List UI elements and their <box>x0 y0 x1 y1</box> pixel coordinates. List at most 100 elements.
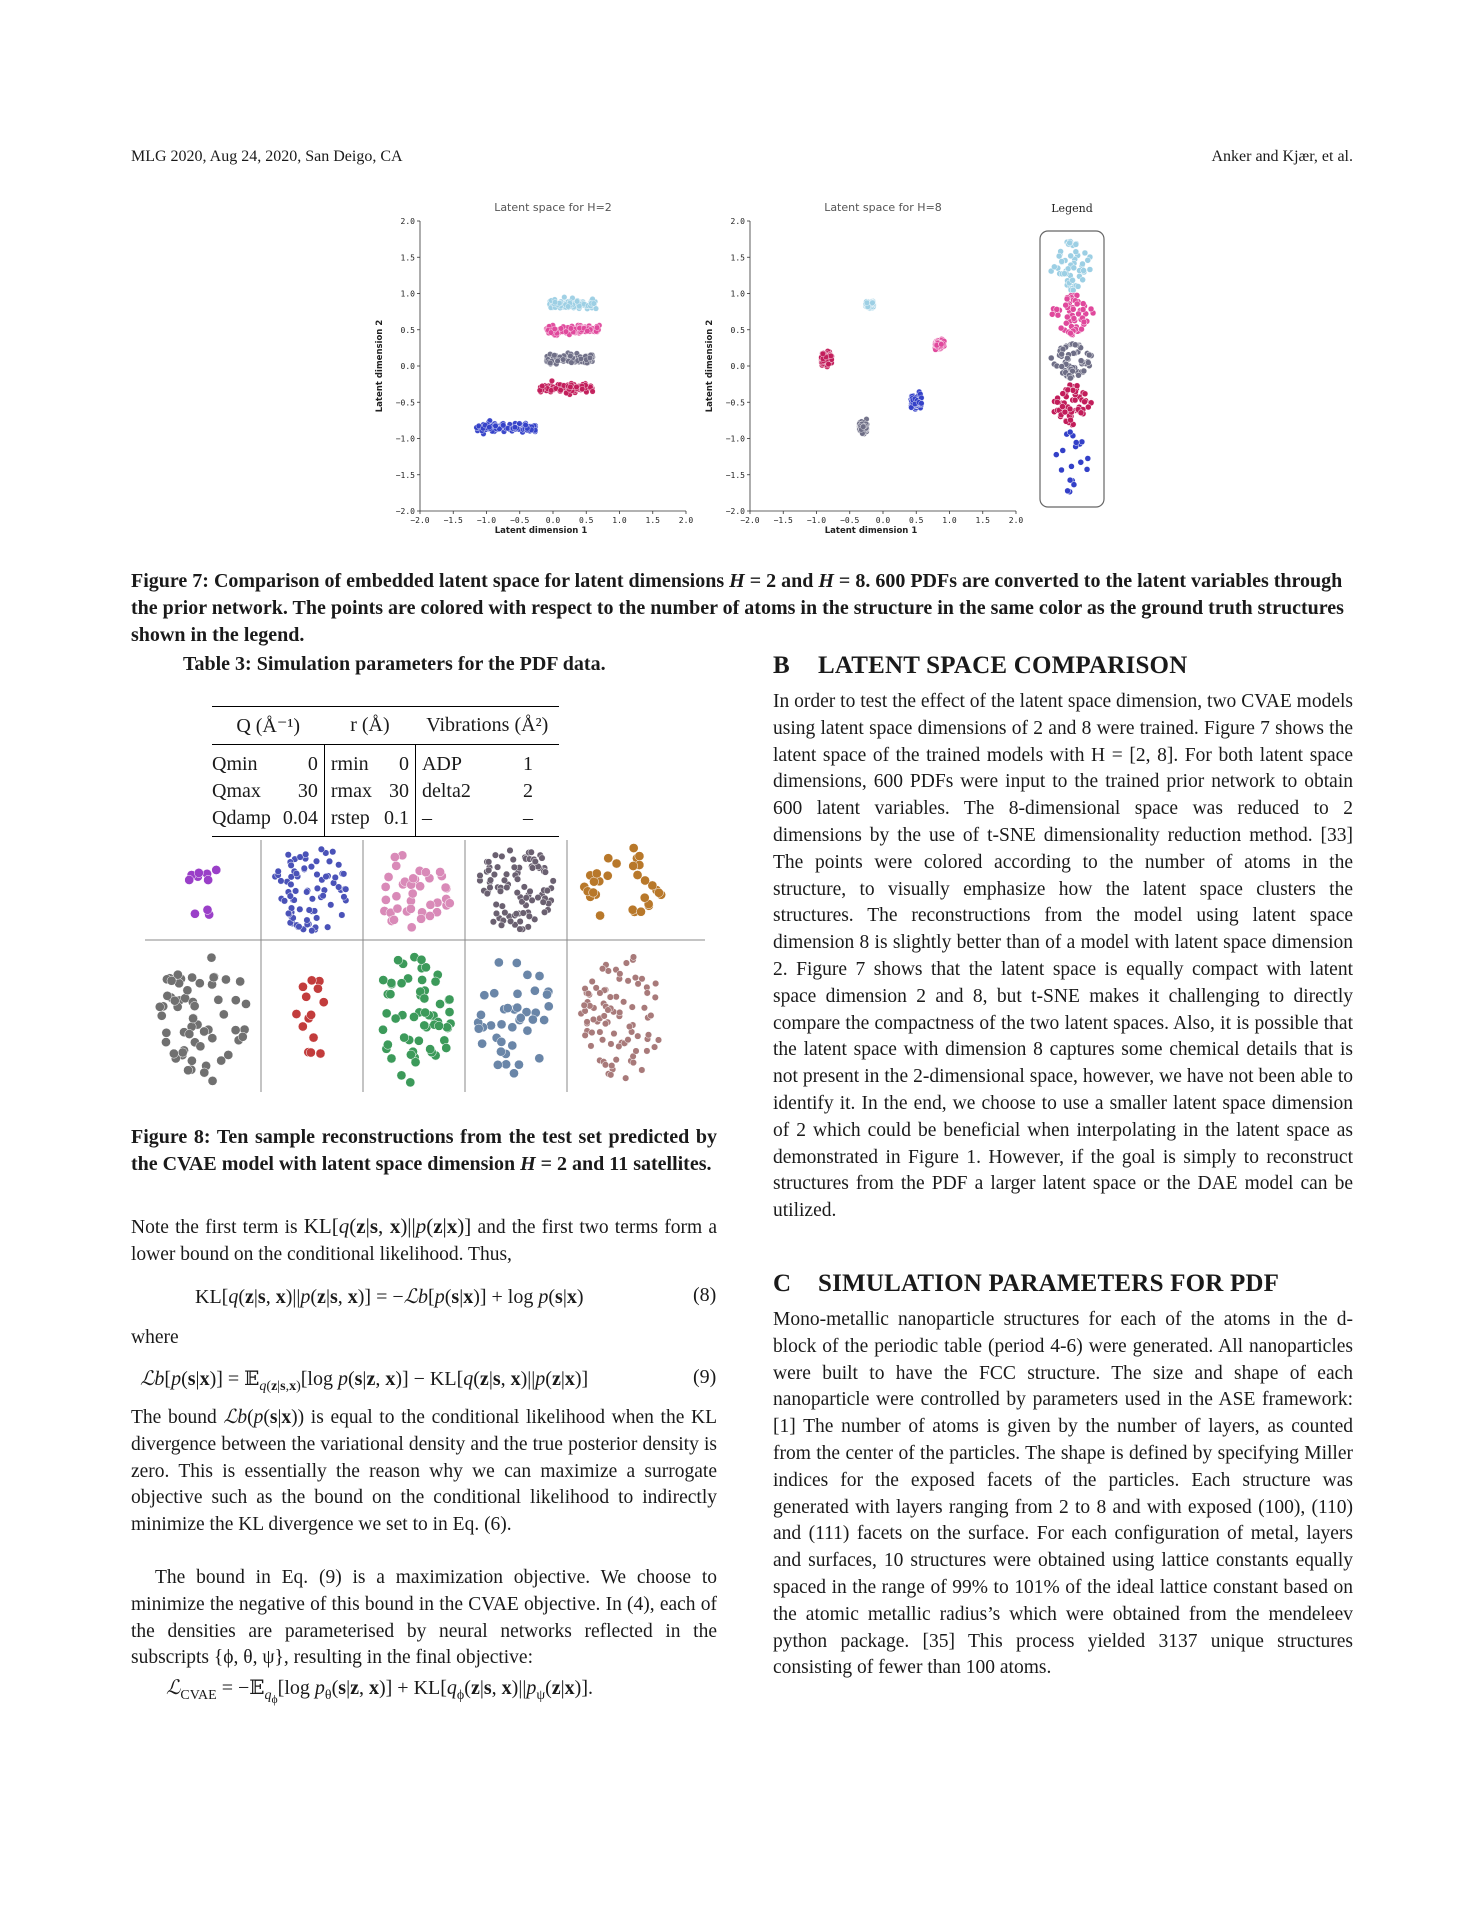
table-cell: Qdamp <box>212 805 277 837</box>
scatter-point <box>558 325 565 332</box>
atom <box>300 864 308 872</box>
atom <box>492 900 500 909</box>
atom <box>629 953 638 961</box>
legend-atom <box>1064 313 1071 321</box>
atom <box>312 857 321 865</box>
atom <box>430 976 441 987</box>
atom <box>420 1007 430 1018</box>
paragraph-kl-note: Note the first term is KL[q(z|s, x)||p(z… <box>131 1214 718 1265</box>
legend-atom <box>1058 466 1065 474</box>
legend-atom <box>1059 447 1067 454</box>
paragraph-bound: The bound ℒb(p(s|x)) is equal to the con… <box>131 1407 717 1536</box>
atom <box>221 974 231 985</box>
legend-structure <box>1047 238 1094 294</box>
section-b-heading: B LATENT SPACE COMPARISON <box>773 652 1188 679</box>
x-axis-label: Latent dimension 1 <box>825 526 918 536</box>
legend-atom <box>1086 266 1094 273</box>
section-c-text: Mono-metallic nanoparticle structures fo… <box>773 1309 1353 1679</box>
atom <box>308 895 316 903</box>
atom <box>643 989 651 997</box>
legend-atom <box>1080 318 1088 326</box>
y-tick-label: −1.5 <box>396 471 415 480</box>
atom <box>596 1028 604 1036</box>
atom <box>380 882 391 892</box>
legend-atom <box>1054 398 1061 406</box>
reconstruction-sample <box>476 846 557 933</box>
scatter-point <box>567 325 574 332</box>
atom <box>277 877 285 885</box>
atom <box>441 1043 452 1053</box>
table-cell: delta2 <box>414 778 517 805</box>
x-tick-label: −1.5 <box>774 516 793 525</box>
atom <box>287 880 295 888</box>
legend-atom <box>1075 310 1082 318</box>
atom <box>622 959 630 967</box>
atom <box>616 1008 624 1017</box>
legend-atom <box>1063 319 1070 327</box>
legend-atom <box>1078 325 1085 333</box>
legend-atom <box>1084 257 1092 264</box>
atom <box>406 1049 416 1060</box>
atom <box>301 991 312 1002</box>
reconstruction-sample <box>378 952 456 1088</box>
scatter-point <box>863 299 870 306</box>
scatter-point <box>568 359 575 366</box>
legend-atom <box>1063 295 1071 303</box>
legend-atom <box>1057 324 1065 332</box>
legend-atom <box>1079 300 1087 307</box>
scatter-point <box>825 361 832 368</box>
atom <box>616 970 624 978</box>
atom <box>516 925 524 933</box>
legend-atom <box>1064 386 1072 394</box>
atom <box>392 903 403 914</box>
atom <box>483 890 491 898</box>
atom <box>425 911 435 921</box>
scatter-point <box>869 299 876 306</box>
atom <box>651 1043 659 1051</box>
figure-7: Latent space for H=2 2.0 1.5 1.0 0.5 0.0 −0.5 −… <box>375 201 1105 536</box>
atom <box>596 989 604 997</box>
atom <box>410 1057 421 1068</box>
legend-atom <box>1067 416 1074 424</box>
atom <box>497 921 506 929</box>
atom <box>592 984 600 992</box>
atom <box>335 861 343 869</box>
x-tick-label: 2.0 <box>1009 516 1024 525</box>
scatter-point <box>579 386 586 393</box>
atom <box>528 896 536 904</box>
legend-atom <box>1067 374 1074 382</box>
x-tick-label: 1.0 <box>612 516 627 525</box>
atom <box>306 975 317 986</box>
equation-8: KL[q(z|s, x)||p(z|s, x)] = −ℒb[p(s|x)] +… <box>195 1286 584 1308</box>
atom <box>516 917 524 926</box>
table-cell: ADP <box>414 744 517 778</box>
legend-atom <box>1058 258 1065 265</box>
table-cell: rstep <box>323 805 378 837</box>
atom <box>286 892 294 900</box>
atom <box>182 985 193 996</box>
legend-atom <box>1071 341 1079 349</box>
legend-atom <box>1073 300 1081 308</box>
section-c-heading: C SIMULATION PARAMETERS FOR PDF <box>773 1270 1280 1297</box>
atom <box>241 999 251 1009</box>
atom <box>583 1018 591 1026</box>
atom <box>624 977 632 985</box>
atom <box>599 1036 607 1044</box>
atom <box>479 990 490 1001</box>
atom <box>543 1001 554 1012</box>
atom <box>610 1030 618 1038</box>
atom <box>208 972 219 983</box>
legend-atom <box>1085 351 1093 359</box>
scatter-point <box>577 355 584 362</box>
x-tick-label: −1.0 <box>477 516 496 525</box>
atom <box>335 883 343 891</box>
figure-8-caption: Figure 8: Ten sample reconstructions fro… <box>131 1126 717 1175</box>
atom <box>512 1002 523 1013</box>
y-tick-label: 0.5 <box>731 326 746 335</box>
atom <box>313 884 321 892</box>
atom <box>628 1003 636 1011</box>
atom <box>515 1013 526 1023</box>
legend-atom <box>1070 264 1078 272</box>
atom <box>287 861 295 869</box>
scatter-point <box>551 325 558 332</box>
